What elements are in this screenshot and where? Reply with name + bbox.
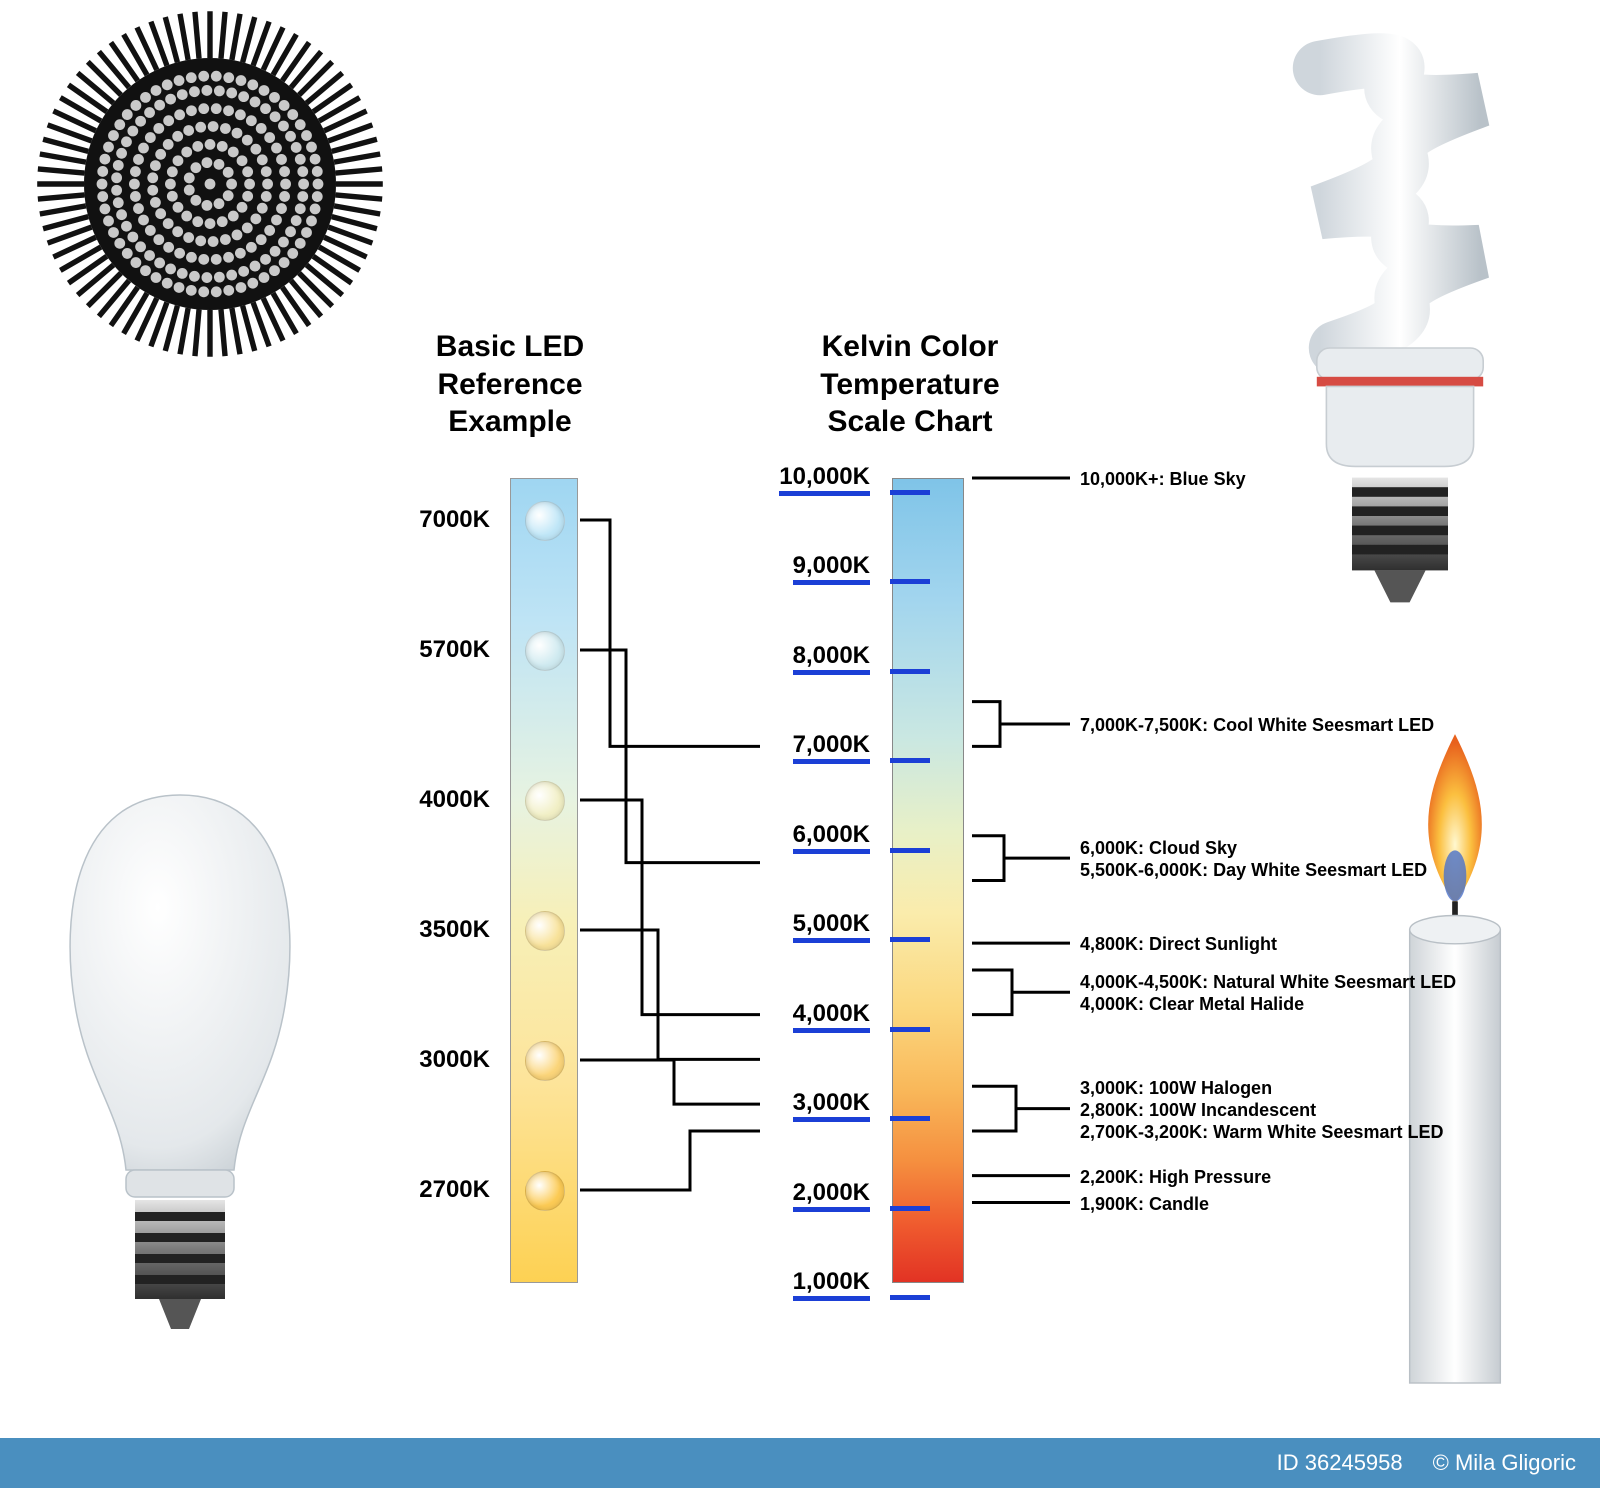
kelvin-tick-label: 8,000K [720,642,870,670]
kelvin-annotation: 10,000K+: Blue Sky [1080,469,1246,490]
kelvin-tick [890,1116,930,1121]
led-dot-2700K [525,1171,565,1211]
kelvin-annotation: 4,800K: Direct Sunlight [1080,934,1277,955]
kelvin-tick [890,1027,930,1032]
kelvin-annotation: 2,200K: High Pressure [1080,1167,1271,1188]
led-label: 3500K [290,916,490,944]
kelvin-tick [890,937,930,942]
led-label: 3000K [290,1046,490,1074]
led-label: 7000K [290,506,490,534]
kelvin-tick [890,579,930,584]
kelvin-tick-label: 4,000K [720,1000,870,1028]
kelvin-annotation: 1,900K: Candle [1080,1194,1209,1215]
kelvin-tick-label: 7,000K [720,731,870,759]
led-dot-4000K [525,781,565,821]
kelvin-annotation: 2,800K: 100W Incandescent [1080,1100,1316,1121]
led-reference-title: Basic LEDReferenceExample [380,328,640,441]
kelvin-tick-label: 2,000K [720,1179,870,1207]
led-label: 5700K [290,636,490,664]
led-dot-5700K [525,631,565,671]
led-heatsink-icon [30,4,390,364]
kelvin-tick-label: 10,000K [720,463,870,491]
kelvin-tick [890,848,930,853]
kelvin-scale-bar [892,478,964,1283]
kelvin-tick-label: 9,000K [720,552,870,580]
kelvin-chart-title: Kelvin ColorTemperatureScale Chart [770,328,1050,441]
kelvin-tick-label: 6,000K [720,821,870,849]
copyright-author: © Mila Gligoric [1433,1450,1576,1476]
kelvin-tick [890,490,930,495]
kelvin-annotation: 2,700K-3,200K: Warm White Seesmart LED [1080,1122,1443,1143]
candle-icon [1370,720,1540,1420]
led-label: 4000K [290,786,490,814]
led-dot-3000K [525,1041,565,1081]
kelvin-tick [890,1295,930,1300]
kelvin-annotation: 5,500K-6,000K: Day White Seesmart LED [1080,860,1427,881]
kelvin-annotation: 4,000K: Clear Metal Halide [1080,994,1304,1015]
kelvin-annotation: 6,000K: Cloud Sky [1080,838,1237,859]
led-dot-7000K [525,501,565,541]
led-dot-3500K [525,911,565,951]
kelvin-annotation: 4,000K-4,500K: Natural White Seesmart LE… [1080,972,1456,993]
kelvin-tick [890,669,930,674]
attribution-footer: 36245958 © Mila Gligoric [0,1438,1600,1488]
kelvin-tick-label: 1,000K [720,1268,870,1296]
kelvin-tick [890,758,930,763]
kelvin-tick-label: 3,000K [720,1089,870,1117]
kelvin-tick-label: 5,000K [720,910,870,938]
image-id: 36245958 [1277,1450,1403,1476]
led-reference-bar [510,478,578,1283]
incandescent-bulb-icon [30,780,330,1420]
kelvin-tick [890,1206,930,1211]
kelvin-annotation: 7,000K-7,500K: Cool White Seesmart LED [1080,715,1434,736]
kelvin-annotation: 3,000K: 100W Halogen [1080,1078,1272,1099]
cfl-bulb-icon [1240,20,1560,680]
led-label: 2700K [290,1176,490,1204]
